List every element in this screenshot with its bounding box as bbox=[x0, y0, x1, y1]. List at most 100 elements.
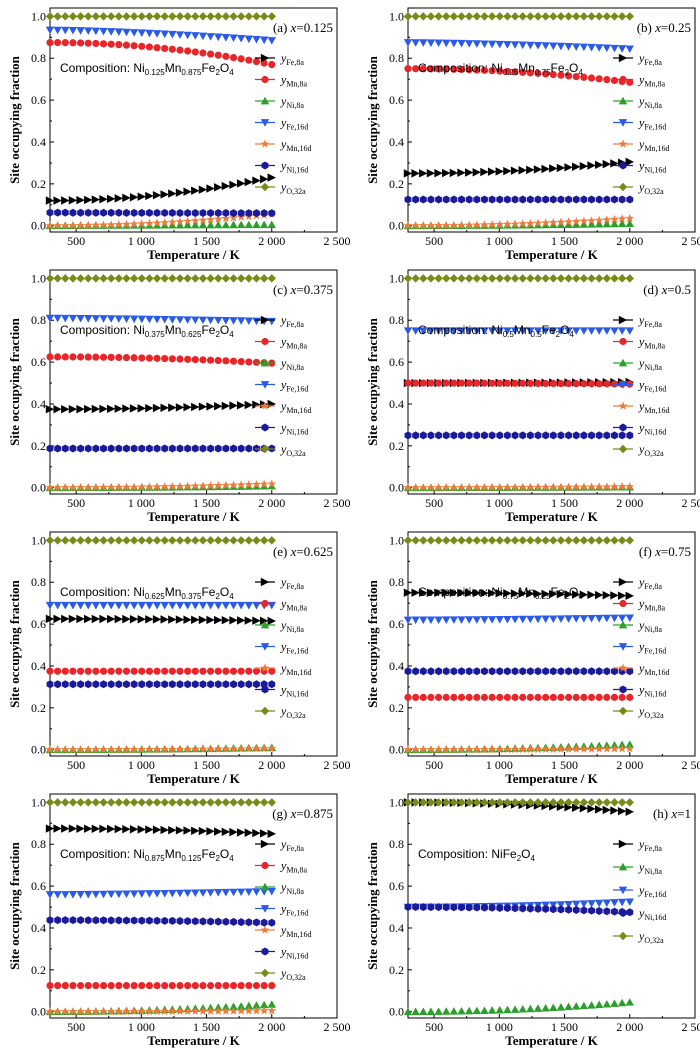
data-point bbox=[53, 26, 62, 35]
data-point bbox=[579, 161, 589, 171]
data-point bbox=[565, 667, 573, 676]
data-point bbox=[76, 890, 85, 899]
data-point bbox=[229, 536, 238, 545]
data-point bbox=[123, 208, 130, 217]
data-point bbox=[168, 601, 177, 610]
data-point bbox=[610, 76, 619, 85]
data-point bbox=[206, 12, 215, 21]
legend-label: yNi,16d bbox=[638, 159, 666, 175]
data-point bbox=[252, 828, 261, 838]
legend-marker bbox=[618, 706, 628, 716]
data-point bbox=[496, 195, 504, 204]
data-point bbox=[480, 483, 489, 492]
data-point bbox=[426, 536, 436, 545]
legend-label: yFe,16d bbox=[638, 640, 666, 656]
data-point bbox=[449, 483, 459, 492]
data-point bbox=[260, 918, 268, 927]
data-point bbox=[77, 444, 85, 453]
series-Mn16d bbox=[403, 744, 635, 754]
data-point bbox=[472, 536, 482, 545]
data-point bbox=[221, 616, 231, 625]
data-point bbox=[458, 903, 465, 912]
data-point bbox=[214, 183, 223, 192]
data-point bbox=[519, 904, 527, 913]
data-point bbox=[214, 220, 223, 229]
data-point bbox=[122, 193, 131, 203]
composition-label: Composition: Ni0.25Mn0.75Fe2O4 bbox=[418, 61, 583, 77]
data-point bbox=[625, 157, 634, 167]
series-Fe16d bbox=[45, 601, 276, 610]
data-point bbox=[183, 826, 192, 835]
legend-marker bbox=[618, 381, 628, 389]
data-point bbox=[480, 1006, 489, 1014]
data-point bbox=[100, 916, 107, 925]
data-point bbox=[602, 536, 612, 545]
data-point bbox=[419, 169, 428, 178]
data-point bbox=[526, 41, 535, 50]
data-point bbox=[206, 220, 215, 229]
data-point bbox=[191, 274, 200, 283]
data-point bbox=[587, 536, 596, 545]
y-tick-label: 1.0 bbox=[31, 9, 46, 23]
legend-marker bbox=[618, 886, 628, 895]
legend-marker bbox=[260, 839, 270, 849]
y-tick-label: 1.0 bbox=[31, 795, 46, 809]
data-point bbox=[53, 483, 63, 492]
data-point bbox=[229, 981, 238, 990]
data-point bbox=[244, 317, 254, 326]
data-point bbox=[84, 890, 93, 899]
legend-marker bbox=[618, 444, 628, 454]
series-Fe16d bbox=[403, 614, 634, 625]
data-point bbox=[53, 614, 62, 624]
data-point bbox=[191, 615, 200, 624]
data-point bbox=[495, 744, 505, 754]
data-point bbox=[587, 12, 596, 21]
data-point bbox=[137, 601, 146, 610]
data-point bbox=[244, 828, 254, 837]
data-point bbox=[595, 380, 603, 388]
data-point bbox=[442, 588, 451, 597]
data-point bbox=[68, 798, 78, 807]
data-point bbox=[267, 274, 276, 283]
data-point bbox=[252, 667, 261, 675]
data-point bbox=[84, 274, 93, 283]
data-point bbox=[626, 667, 634, 676]
data-point bbox=[206, 744, 215, 753]
data-point bbox=[68, 314, 78, 323]
data-point bbox=[626, 78, 634, 86]
data-point bbox=[137, 798, 146, 807]
data-point bbox=[76, 667, 85, 675]
data-point bbox=[214, 981, 222, 990]
data-point bbox=[434, 274, 443, 283]
data-point bbox=[610, 274, 619, 283]
data-point bbox=[68, 1007, 78, 1016]
data-point bbox=[92, 39, 100, 48]
data-point bbox=[587, 590, 596, 600]
data-point bbox=[617, 614, 627, 623]
data-point bbox=[168, 12, 177, 21]
data-point bbox=[145, 191, 154, 201]
series-O32a bbox=[403, 798, 634, 807]
data-point bbox=[229, 601, 238, 610]
data-point bbox=[115, 444, 123, 453]
data-point bbox=[481, 667, 488, 676]
series-O32a bbox=[45, 536, 276, 545]
data-point bbox=[411, 483, 421, 492]
data-point bbox=[137, 744, 147, 754]
data-point bbox=[122, 981, 131, 990]
legend-item-Fe8a: yFe,8a bbox=[613, 51, 662, 67]
data-point bbox=[412, 379, 420, 387]
data-point bbox=[548, 217, 558, 227]
data-point bbox=[411, 798, 420, 807]
data-point bbox=[54, 38, 62, 47]
data-point bbox=[519, 693, 527, 701]
data-point bbox=[191, 798, 200, 807]
data-point bbox=[557, 71, 565, 79]
data-point bbox=[472, 798, 482, 807]
data-point bbox=[403, 12, 413, 21]
data-point bbox=[434, 745, 443, 754]
data-point bbox=[403, 483, 413, 492]
data-point bbox=[68, 274, 78, 283]
data-point bbox=[160, 218, 170, 227]
data-point bbox=[572, 195, 580, 204]
